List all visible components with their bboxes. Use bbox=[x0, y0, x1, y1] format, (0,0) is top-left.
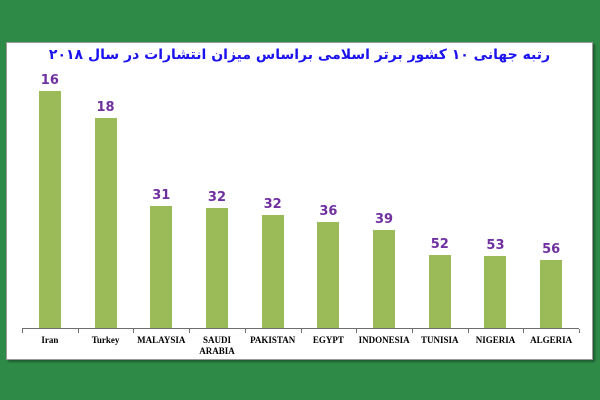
plot-area: 16 18 31 32 32 36 39 52 53 56 Iran Turkey MALAYSIA S… bbox=[22, 43, 580, 359]
axis-tick bbox=[467, 329, 469, 333]
bars-row: 16 18 31 32 32 36 39 52 53 56 bbox=[22, 43, 579, 328]
bar-slot: 36 bbox=[301, 43, 357, 328]
axis-tick bbox=[133, 329, 135, 333]
x-axis-label: MALAYSIA bbox=[137, 335, 186, 345]
chart-panel: رتبه جهانی ۱۰ کشور برتر اسلامی براساس می… bbox=[6, 42, 593, 360]
axis-tick bbox=[579, 329, 580, 333]
bar-value-label: 32 bbox=[263, 197, 282, 212]
bar-value-label: 18 bbox=[96, 100, 115, 115]
x-axis-label: ALGERIA bbox=[530, 335, 573, 345]
axis-tick bbox=[77, 329, 79, 333]
x-axis-label: Turkey bbox=[91, 335, 120, 345]
x-axis-line bbox=[22, 328, 580, 333]
bar bbox=[373, 230, 396, 328]
bar-value-label: 16 bbox=[40, 73, 59, 88]
bar bbox=[484, 256, 507, 328]
bar-slot: 52 bbox=[412, 43, 468, 328]
x-axis-label: SAUDI ARABIA bbox=[199, 335, 235, 357]
chart-title: رتبه جهانی ۱۰ کشور برتر اسلامی براساس می… bbox=[48, 47, 551, 63]
x-axis-label: EGYPT bbox=[312, 335, 344, 345]
x-axis-label: NIGERIA bbox=[475, 335, 516, 345]
axis-tick bbox=[189, 329, 191, 333]
x-axis-label: PAKISTAN bbox=[250, 335, 296, 345]
axis-tick bbox=[356, 329, 358, 333]
bar-slot: 39 bbox=[356, 43, 412, 328]
bar bbox=[205, 208, 228, 328]
bar-slot: 56 bbox=[523, 43, 579, 328]
x-axis-label: TUNISIA bbox=[421, 335, 459, 345]
axis-tick bbox=[244, 329, 246, 333]
axis-tick bbox=[411, 329, 413, 333]
bar-value-label: 53 bbox=[486, 238, 505, 253]
bar bbox=[38, 91, 61, 328]
x-axis-label: INDONESIA bbox=[358, 335, 410, 345]
axis-tick bbox=[523, 329, 525, 333]
labels-row: Iran Turkey MALAYSIA SAUDI ARABIA PAKISTAN EG… bbox=[22, 333, 579, 358]
bar bbox=[94, 118, 117, 328]
bar-slot: 32 bbox=[189, 43, 245, 328]
bar-value-label: 52 bbox=[430, 237, 449, 252]
bar bbox=[261, 215, 284, 328]
bar-value-label: 39 bbox=[375, 212, 394, 227]
bar bbox=[428, 255, 451, 328]
bar-slot: 18 bbox=[78, 43, 134, 328]
axis-tick bbox=[22, 329, 23, 333]
bar-value-label: 56 bbox=[542, 242, 561, 257]
x-axis-label: Iran bbox=[41, 335, 59, 345]
axis-tick bbox=[300, 329, 302, 333]
bar-slot: 32 bbox=[245, 43, 301, 328]
bar bbox=[150, 206, 173, 328]
bar bbox=[540, 260, 563, 328]
bar-slot: 31 bbox=[133, 43, 189, 328]
bar-value-label: 31 bbox=[152, 188, 171, 203]
bar-slot: 53 bbox=[468, 43, 524, 328]
bar-value-label: 32 bbox=[207, 190, 226, 205]
bar-value-label: 36 bbox=[319, 204, 338, 219]
bar bbox=[317, 222, 340, 328]
bar-slot: 16 bbox=[22, 43, 78, 328]
